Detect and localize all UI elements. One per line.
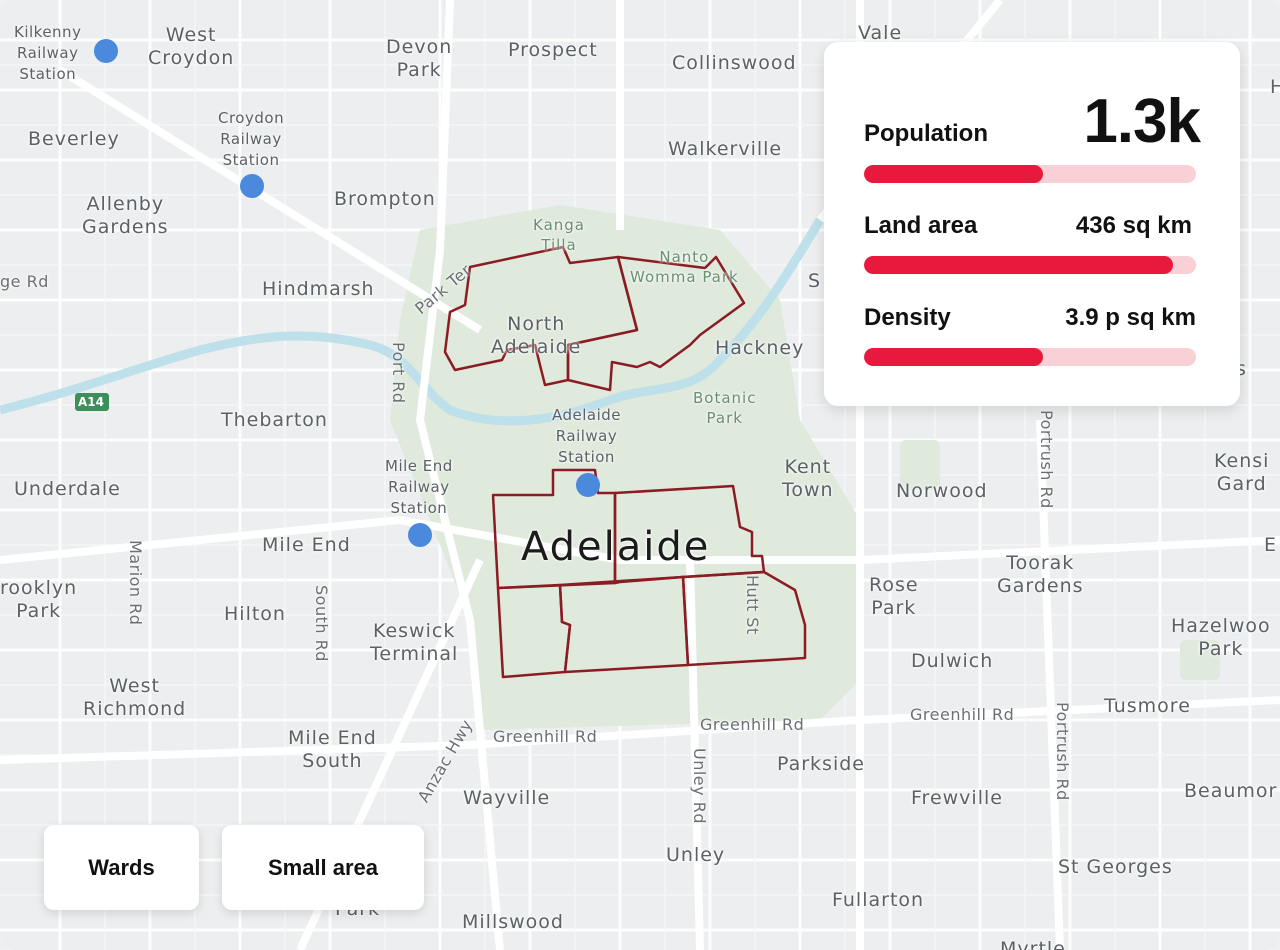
- place-prospect: Prospect: [508, 39, 598, 61]
- stat-population-bar: [864, 165, 1196, 183]
- road-ge-rd: ge Rd: [0, 272, 49, 291]
- place-hackney: Hackney: [715, 337, 805, 359]
- wards-button[interactable]: Wards: [44, 825, 199, 910]
- road-greenhill-rd-3: Greenhill Rd: [910, 705, 1015, 724]
- ward-north-adelaide-east: [566, 255, 746, 392]
- place-brompton: Brompton: [334, 188, 436, 210]
- place-allenby-gardens: Allenby Gardens: [82, 193, 169, 238]
- stats-card: Population 1.3k Land area 436 sq km Dens…: [824, 42, 1240, 406]
- place-kent-town: Kent Town: [782, 456, 834, 501]
- road-greenhill-rd: Greenhill Rd: [493, 727, 598, 746]
- stat-density-label: Density: [864, 304, 951, 331]
- place-west-richmond: West Richmond: [83, 675, 187, 720]
- place-kilkenny-station: Kilkenny Railway Station: [14, 23, 82, 83]
- kilkenny-station-icon: [94, 39, 118, 63]
- stat-density: Density 3.9 p sq km: [864, 304, 1196, 374]
- place-collinswood: Collinswood: [672, 52, 797, 74]
- stat-land-area-bar-fill: [864, 256, 1173, 274]
- stat-population-bar-fill: [864, 165, 1044, 183]
- place-adelaide-station: Adelaide Railway Station: [552, 406, 622, 466]
- a14-shield-icon: [75, 393, 109, 411]
- road-hutt-st: Hutt St: [743, 575, 762, 635]
- place-devon-park: Devon Park: [386, 36, 453, 81]
- place-toorak-gardens: Toorak Gardens: [997, 552, 1084, 597]
- road-a14: A14: [78, 395, 104, 409]
- place-rose-park: Rose Park: [869, 574, 919, 619]
- place-dulwich: Dulwich: [911, 650, 994, 672]
- road-marion-rd: Marion Rd: [126, 540, 145, 626]
- ward-adelaide-se: [681, 570, 807, 667]
- place-tusmore: Tusmore: [1104, 695, 1191, 717]
- place-north-adelaide: North Adelaide: [491, 313, 582, 358]
- stat-land-area-label: Land area: [864, 212, 978, 239]
- place-botanic-park: Botanic Park: [693, 389, 757, 427]
- place-hazelwood-park: Hazelwoo Park: [1171, 615, 1271, 660]
- stat-density-bar-fill: [864, 348, 1044, 366]
- place-underdale: Underdale: [14, 478, 121, 500]
- place-unley: Unley: [666, 844, 726, 866]
- road-south-rd: South Rd: [312, 585, 331, 662]
- place-hindmarsh: Hindmarsh: [262, 278, 375, 300]
- river: [0, 217, 824, 426]
- place-fullarton: Fullarton: [832, 889, 925, 911]
- place-beaumont: Beaumor: [1184, 780, 1278, 802]
- place-h-partial: H: [1270, 76, 1280, 98]
- place-beverley: Beverley: [28, 128, 120, 150]
- mile-end-station-icon: [408, 523, 432, 547]
- adelaide-station-icon: [576, 473, 600, 497]
- stat-land-area: Land area 436 sq km: [864, 212, 1196, 282]
- place-nanto-womma-park: Nanto Womma Park: [630, 248, 739, 286]
- place-myrtle-partial: Myrtle: [1000, 938, 1066, 950]
- station-markers: [94, 39, 600, 547]
- place-s-partial2: s: [1236, 358, 1247, 380]
- place-frewville: Frewville: [911, 787, 1003, 809]
- place-e-partial: E: [1264, 534, 1278, 556]
- stat-density-value: 3.9 p sq km: [1065, 304, 1196, 331]
- stat-density-bar: [864, 348, 1196, 366]
- road-port-rd: Port Rd: [389, 342, 408, 404]
- stat-population-value: 1.3k: [1083, 87, 1201, 156]
- place-hilton: Hilton: [224, 603, 286, 625]
- stat-population: Population 1.3k: [864, 87, 1201, 208]
- place-st-georges: St Georges: [1058, 856, 1173, 878]
- road-portrush-rd-2: Portrush Rd: [1053, 702, 1072, 801]
- small-area-button[interactable]: Small area: [222, 825, 424, 910]
- place-brooklyn-park: rooklyn Park: [0, 577, 78, 622]
- place-millswood: Millswood: [462, 911, 564, 933]
- place-vale: Vale: [858, 22, 903, 44]
- ward-boundaries: [443, 245, 807, 679]
- road-portrush-rd: Portrush Rd: [1037, 410, 1056, 509]
- place-thebarton: Thebarton: [221, 409, 328, 431]
- selected-region-label: Adelaide: [521, 524, 711, 570]
- croydon-station-icon: [240, 174, 264, 198]
- stat-land-area-bar: [864, 256, 1196, 274]
- place-s-partial: S: [808, 270, 822, 292]
- place-kanga-tilla: Kanga Tilla: [533, 216, 585, 254]
- place-parkside: Parkside: [777, 753, 865, 775]
- place-west-croydon: West Croydon: [148, 24, 235, 69]
- place-mile-end-south: Mile End South: [288, 727, 377, 772]
- road-greenhill-rd-2: Greenhill Rd: [700, 715, 805, 734]
- stat-land-area-value: 436 sq km: [1075, 212, 1192, 239]
- place-mile-end: Mile End: [262, 534, 351, 556]
- place-norwood: Norwood: [896, 480, 988, 502]
- stat-population-label: Population: [864, 120, 988, 147]
- place-croydon-station: Croydon Railway Station: [218, 109, 285, 169]
- place-kensington-gardens: Kensi Gard: [1214, 450, 1270, 495]
- ward-north-adelaide-west: [443, 245, 639, 387]
- place-walkerville: Walkerville: [668, 138, 783, 160]
- place-keswick-terminal: Keswick Terminal: [370, 620, 459, 665]
- place-mile-end-station: Mile End Railway Station: [385, 457, 453, 517]
- place-wayville: Wayville: [463, 787, 551, 809]
- road-unley-rd: Unley Rd: [690, 748, 709, 824]
